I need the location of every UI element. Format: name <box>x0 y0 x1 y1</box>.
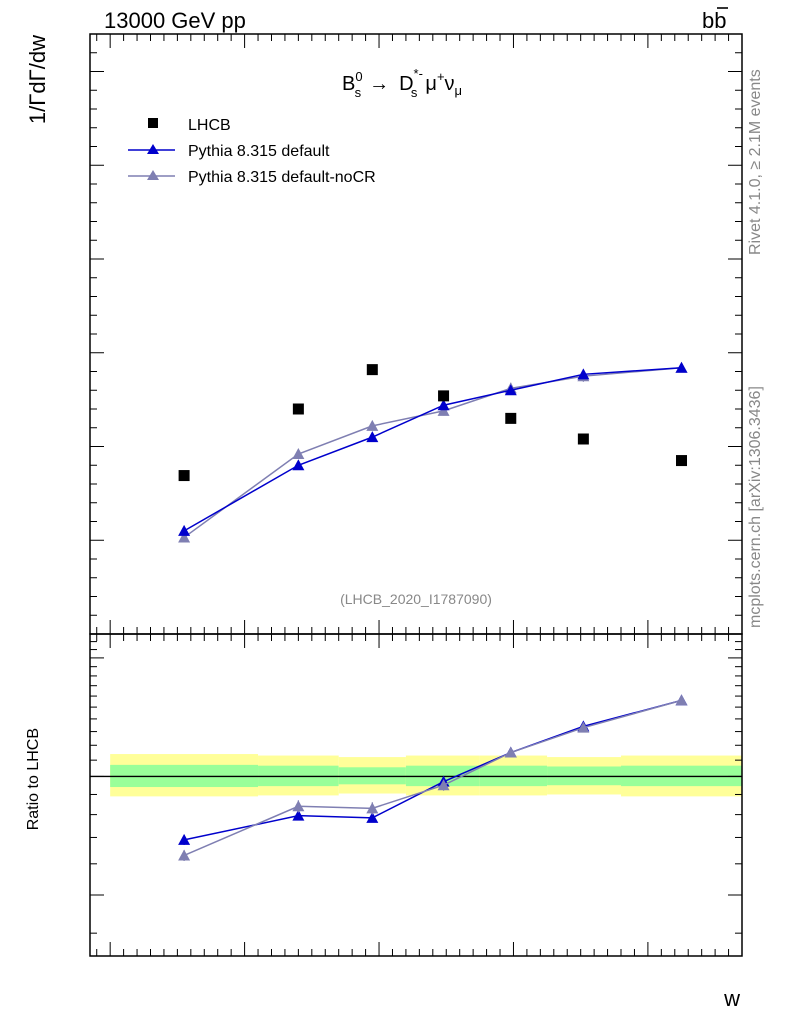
ratio-ylabel: Ratio to LHCB <box>25 728 42 830</box>
legend: LHCB Pythia 8.315 default Pythia 8.315 d… <box>128 117 376 186</box>
ratio-point-pythia-8-315-default-nocr <box>292 800 305 812</box>
main-line-pythia-8-315-default-nocr <box>183 367 682 539</box>
main-point-pythia-8-315-default-nocr <box>292 448 305 459</box>
ratio-uncertainty-bands <box>90 754 742 797</box>
main-point-pythia-8-315-default <box>577 368 590 380</box>
main-point-pythia-8-315-default <box>675 361 688 373</box>
legend-marker-lhcb <box>148 118 158 128</box>
ratio-point-pythia-8-315-default <box>292 809 305 821</box>
ratio-point-pythia-8-315-default-nocr <box>675 694 688 706</box>
process-title: B0 s → D*-s μ+νμ <box>342 66 462 100</box>
main-point-lhcb <box>577 433 589 445</box>
ratio-point-pythia-8-315-default <box>178 833 191 845</box>
legend-label-nocr: Pythia 8.315 default-noCR <box>188 169 376 186</box>
main-point-pythia-8-315-default-nocr <box>366 419 379 431</box>
ratio-point-pythia-8-315-default <box>366 811 379 823</box>
legend-marker-nocr <box>147 170 159 180</box>
ratio-point-pythia-8-315-default-nocr <box>366 802 379 814</box>
header-left: 13000 GeV pp <box>104 8 246 33</box>
main-point-pythia-8-315-default <box>437 399 450 411</box>
mcplots-label: mcplots.cern.ch [arXiv:1306.3436] <box>747 386 764 628</box>
series-layer <box>178 361 688 861</box>
ratio-point-pythia-8-315-default-nocr <box>577 721 590 733</box>
main-ylabel: 1/ΓdΓ/dw <box>25 35 50 124</box>
rivet-label: Rivet 4.1.0, ≥ 2.1M events <box>747 69 764 255</box>
axis-ticks <box>90 33 743 956</box>
main-point-pythia-8-315-default <box>504 384 517 396</box>
header-right-bar: b <box>714 8 726 33</box>
ratio-point-pythia-8-315-default-nocr <box>178 849 191 861</box>
main-point-pythia-8-315-default-nocr <box>437 404 450 416</box>
header-right: bb <box>702 8 727 33</box>
legend-label-default: Pythia 8.315 default <box>188 143 330 160</box>
analysis-watermark: (LHCB_2020_I1787090) <box>340 591 492 607</box>
main-point-pythia-8-315-default <box>366 431 379 443</box>
legend-marker-default <box>147 144 159 154</box>
ratio-point-pythia-8-315-default-nocr <box>437 779 450 791</box>
main-point-lhcb <box>292 403 304 415</box>
main-point-lhcb <box>505 412 517 424</box>
ratio-point-pythia-8-315-default-nocr <box>504 746 517 758</box>
main-point-pythia-8-315-default <box>292 459 305 471</box>
main-point-lhcb <box>438 390 450 402</box>
ratio-plot-frame <box>89 633 743 957</box>
main-point-lhcb <box>178 470 190 482</box>
main-point-pythia-8-315-default <box>178 524 191 536</box>
main-point-lhcb <box>366 364 378 376</box>
main-point-lhcb <box>676 455 688 467</box>
main-line-pythia-8-315-default <box>183 367 682 532</box>
legend-label-lhcb: LHCB <box>188 117 231 134</box>
xlabel: w <box>723 986 740 1011</box>
main-point-pythia-8-315-default-nocr <box>178 531 191 543</box>
